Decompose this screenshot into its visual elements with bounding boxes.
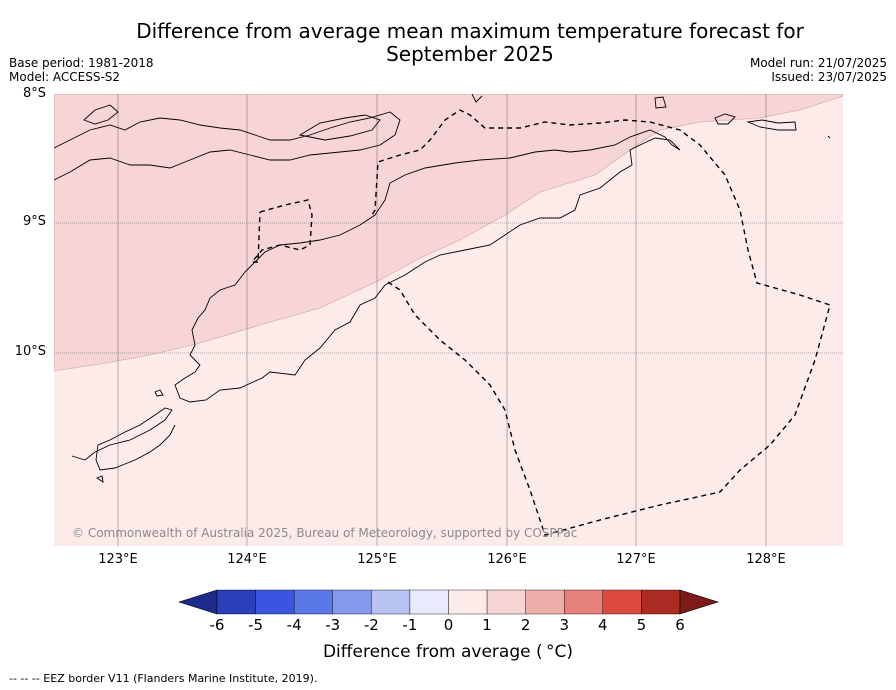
copyright-notice: © Commonwealth of Australia 2025, Bureau… — [72, 526, 578, 540]
issued-date: Issued: 23/07/2025 — [771, 70, 887, 84]
colorbar-tick-label: -4 — [286, 616, 302, 634]
base-period: Base period: 1981-2018 — [9, 56, 154, 70]
sumba-coast — [71, 407, 176, 471]
meta-left: Base period: 1981-2018 Model: ACCESS-S2 — [9, 56, 154, 84]
meta-right: Model run: 21/07/2025 Issued: 23/07/2025 — [750, 56, 887, 84]
lat-label-9s: 9°S — [22, 214, 46, 229]
colorbar-tick-label: 2 — [520, 616, 531, 634]
colorbar-extend-low — [178, 589, 218, 615]
lon-label-126e: 126°E — [487, 552, 527, 567]
lon-label-123e: 123°E — [98, 552, 138, 567]
sumba-tip — [96, 475, 104, 483]
colorbar — [178, 589, 719, 615]
colorbar-tick-label: 6 — [675, 616, 685, 634]
small-islet — [154, 389, 164, 397]
colorbar-segment — [602, 589, 642, 615]
islet-1 — [83, 104, 119, 125]
colorbar-title: Difference from average ( °C) — [322, 642, 574, 662]
islet-5 — [746, 119, 797, 131]
islet-3 — [654, 96, 667, 109]
colorbar-tick-label: -1 — [402, 616, 418, 634]
colorbar-segment — [216, 589, 256, 615]
model-run: Model run: 21/07/2025 — [749, 56, 887, 70]
eez-oecusse — [250, 199, 313, 263]
model-name: Model: ACCESS-S2 — [9, 70, 121, 84]
colorbar-tick-label: -2 — [363, 616, 379, 634]
colorbar-segment — [371, 589, 411, 615]
lon-label-124e: 124°E — [227, 552, 267, 567]
colorbar-tick-label: -6 — [209, 616, 225, 634]
colorbar-segment — [409, 589, 449, 615]
meridians — [117, 94, 767, 546]
colorbar-extend-high — [679, 589, 719, 615]
gridlines — [54, 94, 843, 354]
colorbar-tick-label: 1 — [482, 616, 492, 634]
islet-2 — [298, 114, 381, 141]
map-plot — [54, 94, 843, 546]
colorbar-tick-label: -3 — [325, 616, 341, 634]
title-line-2: September 2025 — [386, 42, 554, 66]
eez-legend-note: -- -- -- EEZ border V11 (Flanders Marine… — [9, 672, 318, 685]
lon-label-128e: 128°E — [746, 552, 786, 567]
colorbar-segment — [332, 589, 372, 615]
map-title: Difference from average mean maximum tem… — [100, 20, 840, 66]
field-band-1-2 — [54, 94, 843, 372]
eez-borders — [250, 109, 831, 536]
coastlines — [54, 94, 831, 483]
flores-coast — [54, 111, 401, 181]
colorbar-tick-label: 0 — [443, 616, 454, 634]
lat-label-8s: 8°S — [22, 86, 46, 101]
colorbar-segment — [293, 589, 333, 615]
colorbar-segment — [564, 589, 604, 615]
colorbar-segment — [486, 589, 526, 615]
colorbar-tick-label: 4 — [598, 616, 608, 634]
colorbar-tick-label: -5 — [248, 616, 264, 634]
colorbar-segment — [255, 589, 295, 615]
timor-coast — [174, 129, 681, 403]
lat-label-10s: 10°S — [14, 344, 46, 359]
eez-timor-leste — [371, 109, 831, 536]
lon-label-125e: 125°E — [357, 552, 397, 567]
islet-6 — [471, 94, 483, 103]
colorbar-segment — [641, 589, 681, 615]
islet-4 — [714, 113, 736, 125]
colorbar-segment — [525, 589, 565, 615]
colorbar-tick-label: 3 — [559, 616, 570, 634]
lon-label-127e: 127°E — [616, 552, 656, 567]
east-islet — [827, 135, 831, 139]
colorbar-tick-label: 5 — [636, 616, 647, 634]
title-line-1: Difference from average mean maximum tem… — [136, 19, 804, 43]
colorbar-segment — [448, 589, 488, 615]
